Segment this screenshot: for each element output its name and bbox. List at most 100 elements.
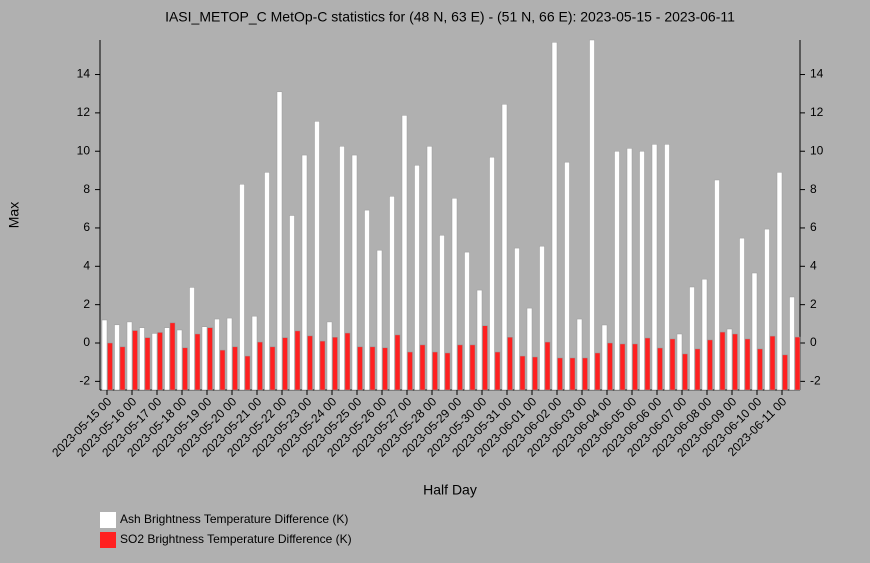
y2-tick-label: 8 bbox=[810, 182, 817, 196]
bar bbox=[526, 307, 533, 391]
bar bbox=[782, 354, 788, 391]
bar bbox=[557, 357, 563, 391]
bar bbox=[101, 319, 108, 391]
y-tick-label: 4 bbox=[83, 258, 90, 272]
bar bbox=[432, 351, 438, 391]
bar bbox=[389, 196, 395, 391]
bar bbox=[744, 338, 751, 391]
bar bbox=[694, 348, 701, 391]
y-tick-label: 10 bbox=[77, 143, 91, 157]
bar bbox=[489, 156, 495, 391]
bar bbox=[539, 245, 545, 391]
y-tick-label: 14 bbox=[77, 67, 91, 81]
bar bbox=[419, 344, 426, 391]
bar bbox=[751, 272, 758, 391]
bar bbox=[339, 145, 345, 391]
y2-tick-label: 14 bbox=[810, 67, 824, 81]
bar bbox=[126, 321, 133, 391]
bar bbox=[207, 327, 213, 391]
y-axis-label: Max bbox=[6, 202, 22, 228]
bar bbox=[326, 321, 333, 391]
bar bbox=[107, 342, 113, 391]
bar bbox=[401, 115, 408, 391]
bar bbox=[319, 340, 326, 391]
bar bbox=[244, 355, 251, 391]
bar bbox=[739, 237, 745, 391]
legend-label: Ash Brightness Temperature Difference (K… bbox=[120, 512, 348, 526]
bar bbox=[701, 278, 708, 391]
y2-tick-label: 10 bbox=[810, 143, 824, 157]
bar bbox=[607, 342, 613, 391]
bar bbox=[494, 351, 501, 391]
bar bbox=[707, 339, 713, 391]
legend-label: SO2 Brightness Temperature Difference (K… bbox=[120, 532, 352, 546]
bar bbox=[407, 351, 413, 391]
bar bbox=[344, 332, 351, 391]
bar bbox=[757, 348, 763, 391]
y2-tick-label: -2 bbox=[810, 374, 821, 388]
bar bbox=[251, 315, 258, 391]
bar bbox=[507, 337, 513, 391]
bar bbox=[651, 144, 658, 391]
bar bbox=[614, 150, 620, 391]
y-tick-label: 2 bbox=[83, 297, 90, 311]
bar bbox=[769, 335, 776, 391]
y-tick-label: 12 bbox=[77, 105, 91, 119]
y-tick-label: 8 bbox=[83, 182, 90, 196]
bar bbox=[239, 183, 245, 391]
bar bbox=[301, 154, 308, 391]
bar bbox=[514, 247, 520, 391]
bar bbox=[544, 341, 551, 391]
bar bbox=[264, 172, 270, 391]
bar bbox=[594, 352, 601, 391]
bar bbox=[194, 333, 201, 391]
bar bbox=[569, 357, 576, 391]
bar bbox=[576, 318, 583, 391]
bar bbox=[719, 331, 726, 391]
bar bbox=[189, 287, 195, 391]
bar bbox=[282, 337, 288, 391]
bar bbox=[164, 327, 170, 391]
bar bbox=[214, 318, 220, 391]
bar bbox=[714, 179, 720, 391]
bar bbox=[182, 347, 188, 391]
bar bbox=[376, 249, 383, 391]
bar bbox=[664, 144, 670, 391]
bar bbox=[669, 338, 676, 391]
y2-tick-label: 0 bbox=[810, 335, 817, 349]
bar bbox=[169, 322, 176, 391]
bar bbox=[219, 349, 226, 391]
bar bbox=[726, 328, 733, 391]
bar bbox=[332, 337, 338, 391]
y-tick-label: 6 bbox=[83, 220, 90, 234]
bar bbox=[632, 343, 638, 391]
bar bbox=[132, 330, 138, 391]
bar bbox=[439, 234, 445, 391]
bar bbox=[257, 341, 263, 391]
bar bbox=[176, 329, 183, 391]
bar bbox=[476, 289, 483, 391]
bar bbox=[369, 346, 376, 391]
bar bbox=[464, 251, 470, 391]
bar bbox=[551, 42, 558, 391]
bar bbox=[776, 172, 783, 391]
bar bbox=[482, 325, 488, 391]
bar bbox=[232, 346, 238, 391]
bar bbox=[426, 145, 433, 391]
bar bbox=[357, 346, 363, 391]
bar bbox=[269, 346, 276, 391]
bar bbox=[351, 154, 358, 391]
bar bbox=[276, 91, 283, 391]
bar bbox=[151, 333, 158, 391]
bar bbox=[564, 161, 570, 391]
bar bbox=[794, 336, 801, 391]
y2-tick-label: 6 bbox=[810, 220, 817, 234]
bar bbox=[626, 148, 633, 391]
bar bbox=[444, 352, 451, 391]
bar bbox=[414, 164, 420, 391]
bar bbox=[689, 286, 695, 391]
bar bbox=[451, 197, 458, 391]
bar bbox=[364, 209, 370, 391]
bar bbox=[789, 296, 795, 391]
